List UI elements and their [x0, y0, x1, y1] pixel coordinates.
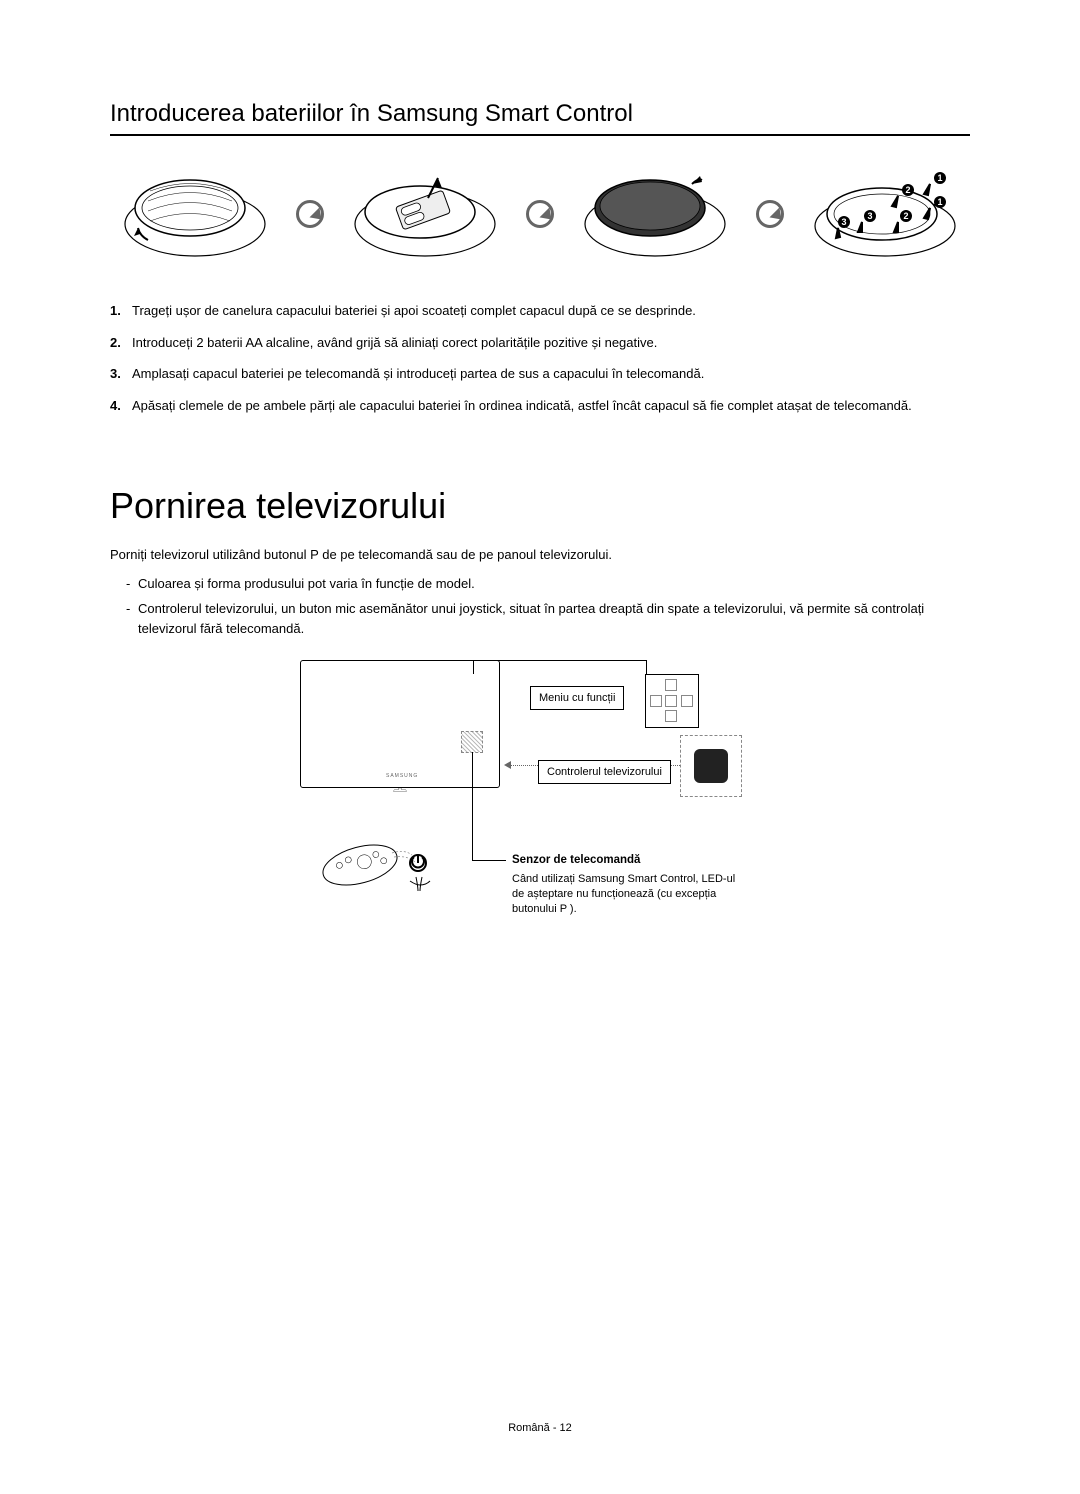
tv-logo: SAMSUNG [386, 773, 418, 779]
notes-list: Culoarea și forma produsului pot varia î… [110, 574, 970, 640]
controller-label: Controlerul televizorului [538, 760, 671, 784]
note-item: Controlerul televizorului, un buton mic … [110, 599, 970, 641]
remote-step-2-image [350, 166, 500, 261]
svg-text:2: 2 [905, 185, 910, 195]
intro-text: Porniți televizorul utilizând butonul P … [110, 545, 970, 566]
remote-step-1-image [120, 166, 270, 261]
section-title: Introducerea bateriilor în Samsung Smart… [110, 100, 970, 136]
arrow-icon [756, 200, 784, 228]
svg-text:1: 1 [937, 173, 942, 183]
menu-icons-image [645, 674, 699, 728]
arrow-icon [526, 200, 554, 228]
step-item: Trageți ușor de canelura capacului bater… [110, 301, 970, 321]
svg-text:3: 3 [867, 211, 872, 221]
svg-text:3: 3 [841, 217, 846, 227]
sensor-title: Senzor de telecomandă [512, 854, 640, 866]
step-item: Apăsați clemele de pe ambele părți ale c… [110, 396, 970, 416]
note-item: Culoarea și forma produsului pot varia î… [110, 574, 970, 595]
step-item: Introduceți 2 baterii AA alcaline, având… [110, 333, 970, 353]
tv-stand-image [370, 788, 430, 792]
steps-list: Trageți ușor de canelura capacului bater… [110, 301, 970, 415]
arrow-icon [296, 200, 324, 228]
tv-diagram: SAMSUNG Meniu cu funcții Controlerul tel… [110, 660, 970, 930]
controller-image [680, 735, 742, 797]
page-footer: Română - 12 [0, 1422, 1080, 1434]
menu-label: Meniu cu funcții [530, 686, 624, 710]
svg-text:1: 1 [937, 197, 942, 207]
remote-step-4-image: 1 2 1 3 2 3 [810, 166, 960, 261]
svg-text:2: 2 [903, 211, 908, 221]
step-item: Amplasați capacul bateriei pe telecomand… [110, 364, 970, 384]
main-heading: Pornirea televizorului [110, 485, 970, 527]
sensor-text: Când utilizați Samsung Smart Control, LE… [512, 872, 742, 917]
battery-diagram-row: 1 2 1 3 2 3 [110, 166, 970, 261]
remote-step-3-image [580, 166, 730, 261]
remote-mini-image [320, 835, 450, 900]
tv-screen-image: SAMSUNG [300, 660, 500, 788]
